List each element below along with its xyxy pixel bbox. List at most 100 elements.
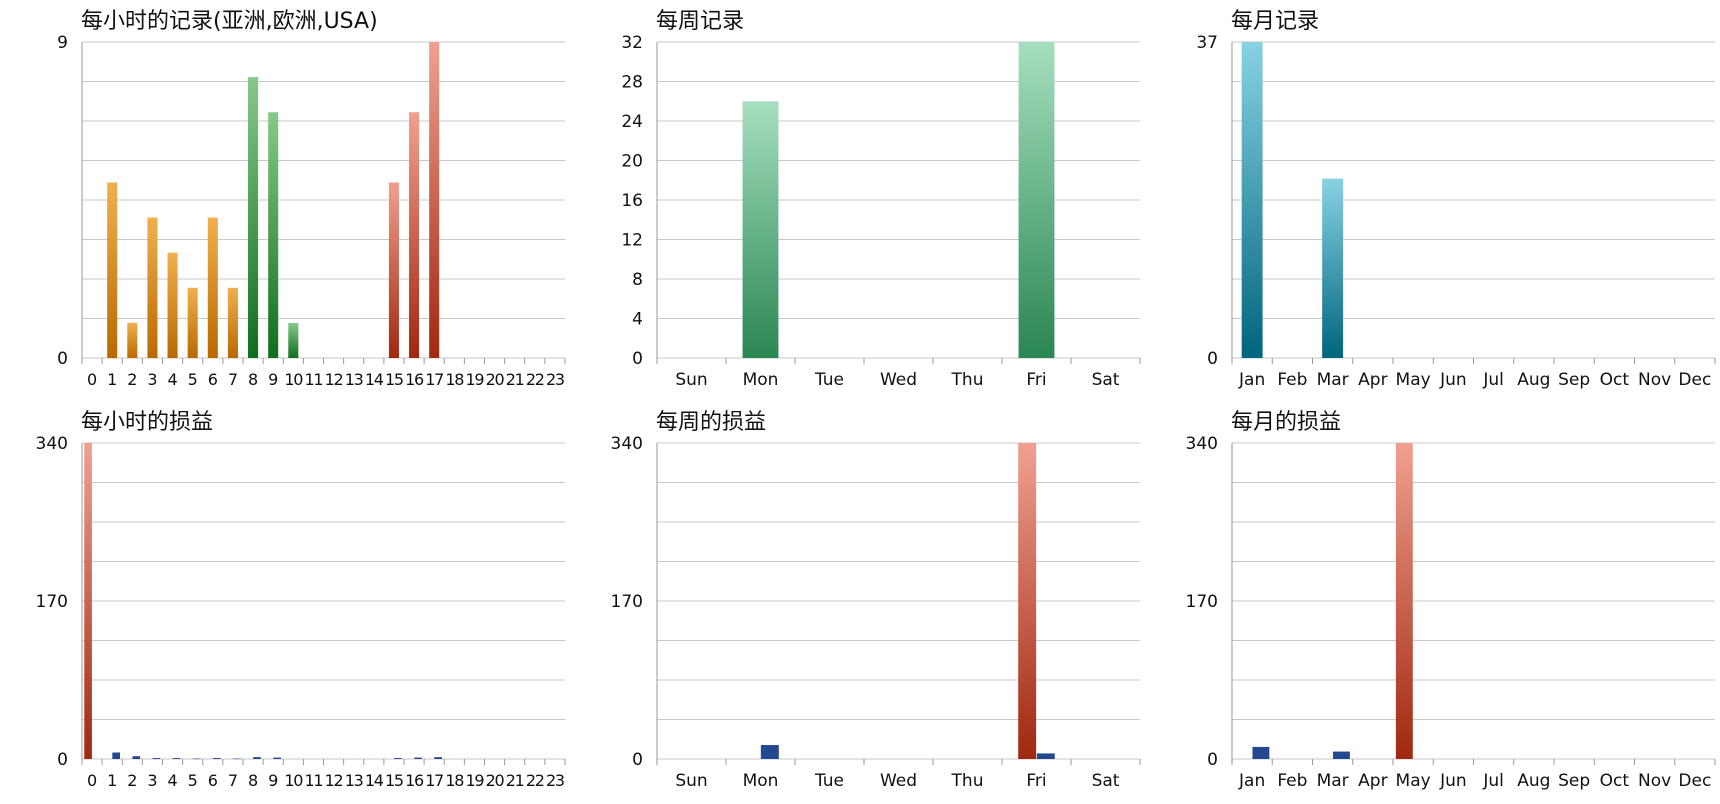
x-tick-label: Mar	[1317, 771, 1349, 791]
bar	[1018, 443, 1037, 759]
x-tick-label: Jul	[1482, 771, 1504, 791]
x-tick-label: May	[1396, 771, 1431, 791]
x-tick-label: Nov	[1638, 771, 1671, 791]
bar	[132, 756, 141, 759]
chart-weekly-records: 每周记录 0 4 8 12 16 20 24 28 32 Sun Mon Tue Wed Thu Fri Sat	[621, 9, 1141, 390]
x-tick-label: 5	[188, 370, 198, 389]
chart-title: 每小时的记录(亚洲,欧洲,USA)	[81, 9, 378, 34]
x-tick-label: Jul	[1482, 370, 1504, 390]
x-tick-label: 14	[365, 370, 384, 389]
x-tick-label: Apr	[1358, 771, 1387, 791]
x-tick-label: 17	[425, 370, 443, 389]
x-tick-label: 4	[167, 771, 177, 790]
x-tick-label: 16	[405, 370, 424, 389]
x-tick-label: Aug	[1517, 771, 1550, 791]
x-tick-label: Feb	[1277, 771, 1307, 791]
y-tick-label: 0	[1207, 349, 1218, 369]
x-tick-label: 18	[445, 370, 464, 389]
x-tick-label: Mon	[743, 370, 779, 390]
y-tick-label: 170	[611, 592, 643, 612]
x-tick-label: 11	[304, 370, 322, 389]
x-tick-label: 22	[526, 771, 544, 790]
x-tick-label: 2	[127, 771, 137, 790]
x-tick-label: 21	[506, 771, 524, 790]
x-tick-label: 18	[445, 771, 464, 790]
x-tick-label: 1	[107, 370, 117, 389]
x-tick-label: 15	[385, 771, 403, 790]
y-tick-label: 37	[1196, 33, 1218, 53]
bar	[429, 42, 440, 358]
x-tick-label: Aug	[1517, 370, 1550, 390]
x-tick-label: Mar	[1317, 370, 1349, 390]
y-tick-label: 32	[621, 33, 643, 53]
y-tick-label: 0	[1207, 750, 1218, 770]
bar	[760, 745, 779, 759]
bar	[1322, 178, 1344, 358]
y-tick-label: 0	[57, 750, 68, 770]
chart-title: 每月的损益	[1231, 410, 1341, 435]
bar	[84, 443, 92, 759]
bar	[233, 758, 241, 760]
x-tick-label: 0	[87, 771, 97, 790]
x-tick-label: 17	[425, 771, 443, 790]
bar	[268, 112, 279, 358]
x-tick-label: Fri	[1026, 370, 1046, 390]
x-tick-label: 0	[87, 370, 97, 389]
bar	[273, 757, 281, 759]
y-tick-label: 170	[1186, 592, 1218, 612]
bar	[1252, 746, 1270, 759]
y-tick-label: 340	[1186, 434, 1218, 454]
x-tick-label: 16	[405, 771, 424, 790]
y-tick-label: 340	[611, 434, 643, 454]
x-tick-label: Jan	[1238, 771, 1265, 791]
bar	[107, 182, 118, 358]
x-tick-label: 22	[526, 370, 544, 389]
bar	[152, 758, 161, 759]
bar	[253, 757, 261, 759]
bar	[172, 758, 181, 759]
x-tick-label: 11	[304, 771, 322, 790]
y-tick-label: 340	[36, 434, 68, 454]
x-tick-label: 9	[268, 771, 278, 790]
x-tick-label: 8	[248, 370, 258, 389]
bar	[147, 217, 158, 358]
y-tick-label: 28	[621, 73, 643, 93]
bar	[409, 112, 420, 358]
bar	[434, 757, 442, 759]
x-tick-label: 19	[465, 771, 484, 790]
chart-monthly-pnl: 每月的损益 0 170 340 Jan Feb Mar Apr May Jun Jul Aug Sep O…	[1186, 410, 1716, 791]
x-tick-label: 12	[325, 771, 343, 790]
y-tick-label: 24	[621, 112, 643, 132]
bar	[742, 101, 779, 358]
x-tick-label: Sat	[1092, 771, 1120, 791]
x-tick-label: 4	[167, 370, 177, 389]
y-tick-label: 9	[57, 33, 68, 53]
bar	[414, 757, 422, 759]
x-tick-label: Oct	[1600, 370, 1630, 390]
x-tick-label: 5	[188, 771, 198, 790]
x-tick-label: Wed	[880, 771, 917, 791]
chart-weekly-pnl: 每周的损益 0 170 340 Sun Mon Tue Wed Thu Fri Sat	[611, 410, 1141, 791]
x-tick-label: 7	[228, 771, 238, 790]
x-tick-label: Nov	[1638, 370, 1671, 390]
x-tick-label: Jun	[1439, 370, 1467, 390]
x-tick-label: Thu	[951, 370, 984, 390]
y-tick-label: 8	[632, 270, 643, 290]
bar	[207, 217, 218, 358]
bar	[388, 182, 399, 358]
x-tick-label: Thu	[951, 771, 984, 791]
bar	[1018, 42, 1055, 358]
x-tick-label: 23	[546, 370, 564, 389]
x-tick-label: Jun	[1439, 771, 1467, 791]
x-tick-label: Tue	[814, 771, 844, 791]
x-tick-label: Tue	[814, 370, 844, 390]
bar	[1241, 42, 1263, 358]
x-tick-label: 9	[268, 370, 278, 389]
x-tick-label: Sep	[1558, 370, 1590, 390]
x-tick-label: 12	[325, 370, 343, 389]
x-tick-label: Sep	[1558, 771, 1590, 791]
x-tick-label: 15	[385, 370, 403, 389]
